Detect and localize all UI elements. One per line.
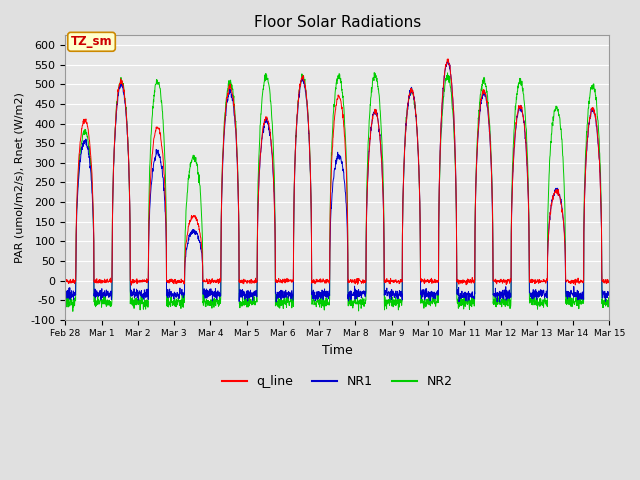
NR2 bbox=[496, 297, 504, 302]
NR1 bbox=[61, 292, 69, 298]
NR2 bbox=[365, 126, 372, 132]
NR2 bbox=[371, 70, 378, 75]
NR1 bbox=[444, 58, 452, 63]
NR2 bbox=[353, 301, 361, 307]
NR1 bbox=[353, 288, 361, 294]
NR1 bbox=[273, 299, 280, 305]
Title: Floor Solar Radiations: Floor Solar Radiations bbox=[253, 15, 421, 30]
NR2 bbox=[573, 296, 580, 301]
q_line bbox=[558, 204, 566, 209]
Legend: q_line, NR1, NR2: q_line, NR1, NR2 bbox=[216, 370, 458, 393]
q_line bbox=[605, 278, 613, 284]
q_line bbox=[127, 282, 135, 288]
NR1 bbox=[496, 299, 504, 305]
NR2 bbox=[61, 303, 69, 309]
X-axis label: Time: Time bbox=[322, 344, 353, 357]
q_line bbox=[61, 278, 69, 284]
q_line bbox=[213, 277, 221, 283]
Y-axis label: PAR (umol/m2/s), Rnet (W/m2): PAR (umol/m2/s), Rnet (W/m2) bbox=[15, 92, 25, 263]
q_line bbox=[353, 277, 361, 283]
NR2 bbox=[69, 309, 77, 314]
q_line bbox=[573, 277, 580, 283]
NR1 bbox=[365, 148, 372, 154]
NR1 bbox=[573, 294, 580, 300]
NR2 bbox=[558, 136, 566, 142]
q_line bbox=[365, 152, 372, 157]
Line: q_line: q_line bbox=[65, 59, 609, 285]
NR2 bbox=[605, 299, 613, 304]
q_line bbox=[496, 279, 504, 285]
q_line bbox=[444, 56, 452, 62]
Text: TZ_sm: TZ_sm bbox=[70, 36, 113, 48]
NR2 bbox=[213, 296, 221, 302]
Line: NR2: NR2 bbox=[65, 72, 609, 312]
NR1 bbox=[213, 295, 221, 300]
NR1 bbox=[558, 204, 566, 210]
NR1 bbox=[605, 292, 613, 298]
Line: NR1: NR1 bbox=[65, 60, 609, 302]
